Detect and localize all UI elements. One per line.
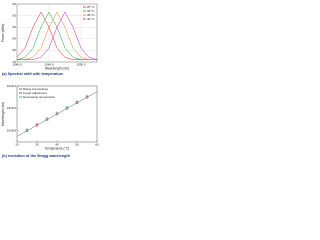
- legend-label: Linear adjustment: [23, 91, 47, 95]
- point: [25, 129, 29, 133]
- point: [45, 118, 49, 121]
- point: [45, 117, 49, 120]
- y-tick-label: 1549.0: [7, 106, 17, 110]
- x-tick-label: 1550.0: [76, 62, 86, 66]
- plot-area: [16, 3, 98, 63]
- point: [75, 101, 79, 105]
- y-axis-title: Wavelength (nm): [1, 102, 5, 126]
- y-tick-label: 1549.2: [7, 84, 17, 88]
- x-tick-label: 30: [35, 142, 39, 146]
- x-tick-label: 60: [95, 142, 99, 146]
- y-tick-label: -60: [12, 48, 17, 52]
- legend-label: 25 °C: [87, 5, 95, 9]
- legend-label: Rising temperature: [23, 87, 49, 91]
- legend-label: Decreasing temperature: [23, 95, 56, 99]
- y-tick-label: -20: [12, 2, 17, 6]
- x-axis-title: Wavelength (nm): [45, 66, 69, 70]
- point: [55, 112, 59, 116]
- point: [75, 100, 79, 103]
- x-tick-label: 40: [55, 142, 59, 146]
- x-tick-label: 50: [75, 142, 79, 146]
- x-tick-label: 1549.0: [44, 62, 54, 66]
- y-tick-label: 1548.8: [7, 129, 17, 133]
- y-tick-label: -70: [12, 60, 17, 64]
- point: [55, 111, 59, 115]
- data-line: [17, 11, 98, 60]
- legend-label: 35 °C: [87, 13, 95, 17]
- point: [85, 95, 89, 99]
- point: [35, 123, 39, 127]
- caption: (b) evolution of the Bragg wavelength: [2, 154, 71, 158]
- x-tick-label: 20: [15, 142, 19, 146]
- y-tick-label: -30: [12, 13, 17, 17]
- y-axis-title: Power (dBm): [1, 24, 5, 43]
- y-tick-label: -40: [12, 25, 17, 29]
- data-line: [17, 11, 97, 60]
- point: [65, 107, 69, 110]
- x-tick-label: 1548.0: [12, 62, 22, 66]
- point: [25, 128, 29, 131]
- x-axis-title: Temperature (°C): [45, 146, 69, 150]
- y-tick-label: -50: [12, 37, 17, 41]
- legend-label: 40 °C: [87, 17, 95, 21]
- point: [65, 106, 69, 109]
- point: [85, 94, 89, 98]
- point: [35, 122, 39, 126]
- caption: (a) Spectral shift with temperature: [2, 72, 63, 76]
- legend-label: 30 °C: [87, 9, 95, 13]
- figure: -70 -60 -50 -40 -30 -20 1548.0 1549.0 1550.0 Wave…: [1, 2, 99, 158]
